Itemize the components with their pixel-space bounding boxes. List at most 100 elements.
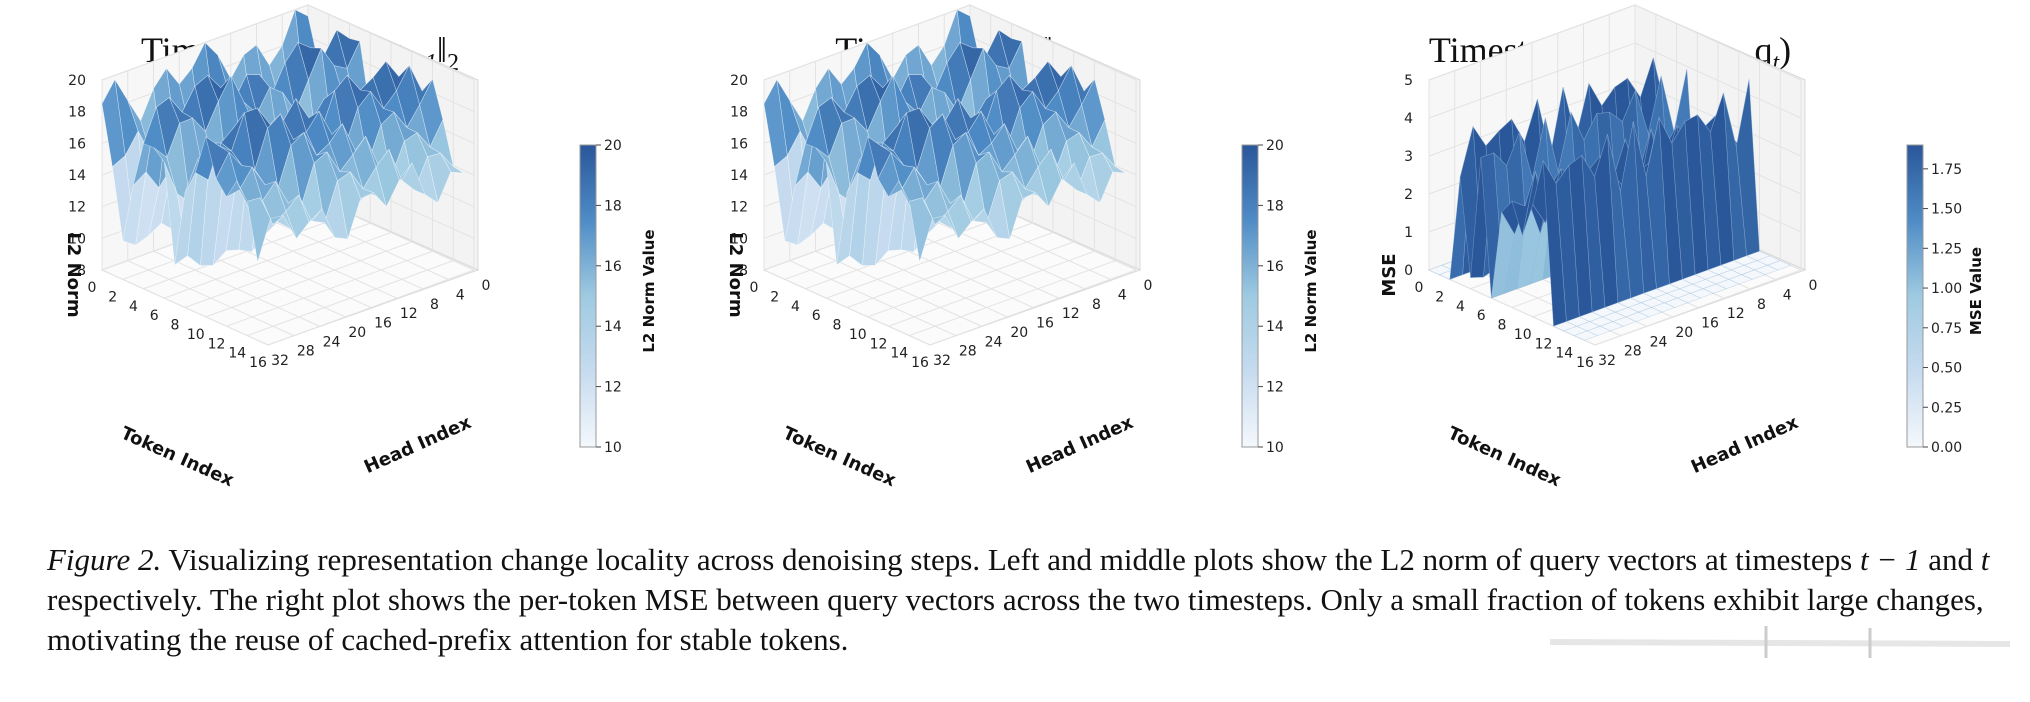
colorbar-tick-label: 12 bbox=[604, 380, 622, 396]
x-tick-label: 0 bbox=[1415, 280, 1424, 296]
x-tick-label: 0 bbox=[88, 280, 97, 296]
x-tick-label: 4 bbox=[129, 299, 138, 315]
x-tick-label: 2 bbox=[770, 289, 779, 305]
z-tick-label: 10 bbox=[68, 231, 86, 247]
caption-text-2: and bbox=[1920, 542, 1981, 577]
y-tick-label: 20 bbox=[348, 325, 366, 341]
x-tick-label: 14 bbox=[890, 346, 908, 362]
colorbar-tick-labels: 0.00 0.25 0.50 0.75 1.00 1.25 1.50 1.75 bbox=[1923, 162, 1962, 456]
y-tick-label: 20 bbox=[1675, 325, 1693, 341]
y-tick-label: 24 bbox=[1650, 334, 1668, 350]
z-tick-label: 12 bbox=[68, 200, 86, 216]
y-axis-label: Head Index bbox=[1023, 412, 1137, 478]
colorbar-tick-label: 16 bbox=[604, 259, 622, 275]
x-tick-label: 4 bbox=[1456, 299, 1465, 315]
colorbar-tick-label: 1.75 bbox=[1931, 162, 1962, 178]
y-tick-label: 16 bbox=[374, 316, 392, 332]
colorbar bbox=[579, 144, 597, 448]
y-tick-label: 32 bbox=[271, 353, 289, 369]
colorbar bbox=[1241, 144, 1259, 448]
z-tick-label: 10 bbox=[730, 231, 748, 247]
scan-artifact bbox=[1540, 626, 2020, 658]
z-tick-label: 1 bbox=[1404, 225, 1413, 241]
x-tick-label: 10 bbox=[1514, 327, 1532, 343]
z-axis-label: MSE bbox=[1379, 253, 1400, 296]
surface bbox=[763, 9, 1126, 267]
x-tick-label: 10 bbox=[849, 327, 867, 343]
caption-math-1: t − 1 bbox=[1859, 542, 1921, 577]
y-tick-label: 0 bbox=[1144, 278, 1153, 294]
y-tick-label: 28 bbox=[297, 344, 315, 360]
x-tick-label: 6 bbox=[812, 308, 821, 324]
x-axis-label: Token Index bbox=[118, 423, 238, 492]
x-tick-label: 0 bbox=[750, 280, 759, 296]
colorbar-tick-label: 0.50 bbox=[1931, 361, 1962, 377]
y-tick-label: 4 bbox=[1118, 287, 1127, 303]
y-tick-label: 16 bbox=[1036, 316, 1054, 332]
title-subscript-2: t bbox=[1772, 50, 1780, 76]
surface bbox=[101, 9, 464, 267]
x-tick-label: 2 bbox=[108, 289, 117, 305]
y-tick-label: 32 bbox=[1598, 353, 1616, 369]
x-tick-label: 8 bbox=[1498, 318, 1507, 334]
x-tick-label: 6 bbox=[150, 308, 159, 324]
x-tick-label: 14 bbox=[228, 346, 246, 362]
x-tick-label: 16 bbox=[1576, 355, 1594, 371]
colorbar-tick-label: 14 bbox=[1266, 319, 1284, 335]
z-tick-label: 20 bbox=[68, 73, 86, 89]
y-tick-labels: 32 28 24 20 16 12 8 4 0 bbox=[1598, 278, 1817, 369]
colorbar-tick-label: 0.25 bbox=[1931, 400, 1962, 416]
y-tick-labels: 32 28 24 20 16 12 8 4 0 bbox=[933, 278, 1152, 369]
y-tick-label: 4 bbox=[456, 287, 465, 303]
caption-text-1: Visualizing representation change locali… bbox=[161, 542, 1860, 577]
z-tick-label: 0 bbox=[1404, 263, 1413, 279]
panel-left-l2-t-minus-1: Timestep t − 1: ‖qt−1‖202468101214163228… bbox=[63, 4, 658, 492]
x-axis-label: Token Index bbox=[780, 423, 900, 492]
colorbar-tick-label: 18 bbox=[1266, 198, 1284, 214]
title-end: ) bbox=[1779, 30, 1791, 70]
y-tick-label: 0 bbox=[1809, 278, 1818, 294]
surface-face bbox=[246, 197, 271, 262]
y-tick-label: 8 bbox=[1092, 297, 1101, 313]
figure-caption: Figure 2. Visualizing representation cha… bbox=[47, 540, 2007, 660]
colorbar-tick-label: 0.75 bbox=[1931, 321, 1962, 337]
caption-label: Figure 2. bbox=[47, 542, 162, 577]
z-tick-label: 16 bbox=[68, 136, 86, 152]
colorbar-tick-label: 20 bbox=[604, 138, 622, 154]
y-tick-label: 8 bbox=[430, 297, 439, 313]
y-tick-label: 12 bbox=[1727, 306, 1745, 322]
colorbar-tick-label: 20 bbox=[1266, 138, 1284, 154]
z-tick-label: 18 bbox=[730, 105, 748, 121]
z-tick-label: 2 bbox=[1404, 187, 1413, 203]
y-tick-label: 16 bbox=[1701, 316, 1719, 332]
colorbar-label: L2 Norm Value bbox=[640, 229, 658, 352]
colorbar-tick-label: 10 bbox=[1266, 440, 1284, 456]
z-axis-label: L2 Norm bbox=[725, 232, 746, 317]
y-tick-label: 12 bbox=[1062, 306, 1080, 322]
y-axis-label: Head Index bbox=[361, 412, 475, 478]
caption-math-2: t bbox=[1980, 542, 1990, 577]
colorbar-tick-label: 18 bbox=[604, 198, 622, 214]
y-tick-label: 12 bbox=[400, 306, 418, 322]
x-tick-label: 10 bbox=[187, 327, 205, 343]
caption-text-3: respectively. The right plot shows the p… bbox=[47, 582, 1984, 657]
colorbar-tick-label: 1.50 bbox=[1931, 202, 1962, 218]
title-suffix: ‖ bbox=[437, 30, 447, 70]
colorbar-tick-label: 12 bbox=[1266, 380, 1284, 396]
x-axis-label: Token Index bbox=[1445, 423, 1565, 492]
x-tick-label: 16 bbox=[249, 355, 267, 371]
panel-right-mse: Timestep t: MSE(qt−1, qt)024681012141632… bbox=[1379, 4, 1985, 492]
colorbar-tick-label: 10 bbox=[604, 440, 622, 456]
z-tick-label: 12 bbox=[730, 200, 748, 216]
surface bbox=[1428, 57, 1792, 341]
y-tick-label: 20 bbox=[1010, 325, 1028, 341]
z-tick-labels: 8 10 12 14 16 18 20 bbox=[68, 73, 86, 279]
colorbar-tick-label: 14 bbox=[604, 319, 622, 335]
x-tick-label: 6 bbox=[1477, 308, 1486, 324]
x-tick-label: 12 bbox=[208, 336, 226, 352]
surface-face bbox=[1573, 330, 1599, 341]
x-tick-label: 4 bbox=[791, 299, 800, 315]
